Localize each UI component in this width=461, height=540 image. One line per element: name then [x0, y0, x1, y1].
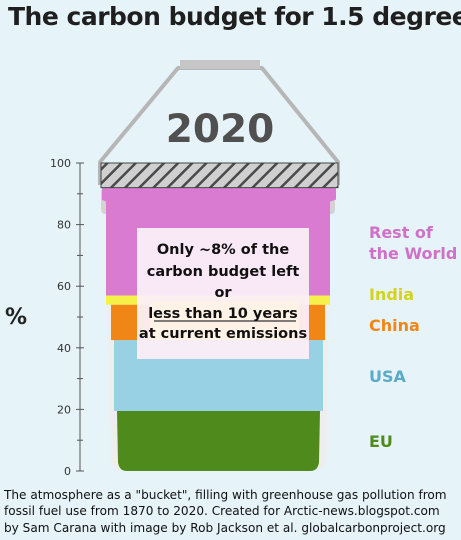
caption-line-3: by Sam Carana with image by Rob Jackson … [4, 520, 446, 535]
legend-rest-of-the-world-line-1: Rest of [369, 223, 434, 242]
caption: The atmosphere as a "bucket", filling wi… [4, 487, 460, 536]
y-tick-label-80: 80 [57, 219, 71, 232]
y-axis-ticks: 0 20 40 60 80 100 [50, 157, 84, 478]
annotation-line-1: Only ~8% of the [157, 242, 290, 258]
y-tick-label-40: 40 [57, 342, 71, 355]
legend-china: China [369, 316, 420, 335]
legend-rest-of-the-world-line-2: the World [369, 244, 457, 263]
caption-line-1: The atmosphere as a "bucket", filling wi… [4, 488, 447, 502]
y-tick-label-100: 100 [50, 157, 71, 170]
caption-line-2: fossil fuel use from 1870 to 2020. Creat… [4, 504, 440, 519]
y-tick-label-0: 0 [64, 465, 71, 478]
y-tick-label-20: 20 [57, 403, 71, 416]
legend-india: India [369, 285, 414, 304]
annotation-text: Only ~8% of the carbon budget left or less … [139, 242, 307, 342]
year-label: 2020 [166, 107, 275, 152]
annotation-line-5: at current emissions [139, 326, 307, 342]
layer-eu [117, 410, 320, 471]
chart-title: The carbon budget for 1.5 degrees [8, 2, 461, 31]
annotation-line-4: less than 10 years [148, 306, 298, 322]
legend-usa: USA [369, 367, 407, 386]
annotation-line-3: or [214, 285, 232, 301]
remaining-budget-hatched [100, 162, 339, 189]
legend: EU USA China India Rest of the World [369, 223, 457, 451]
carbon-budget-chart: 2020 0 20 40 60 80 100 % Only ~8% of the carbo… [5, 60, 457, 478]
y-axis-label: % [5, 305, 27, 330]
annotation-line-2: carbon budget left [147, 264, 300, 280]
legend-eu: EU [369, 432, 393, 451]
handle-grip [180, 60, 260, 69]
y-tick-label-60: 60 [57, 280, 71, 293]
